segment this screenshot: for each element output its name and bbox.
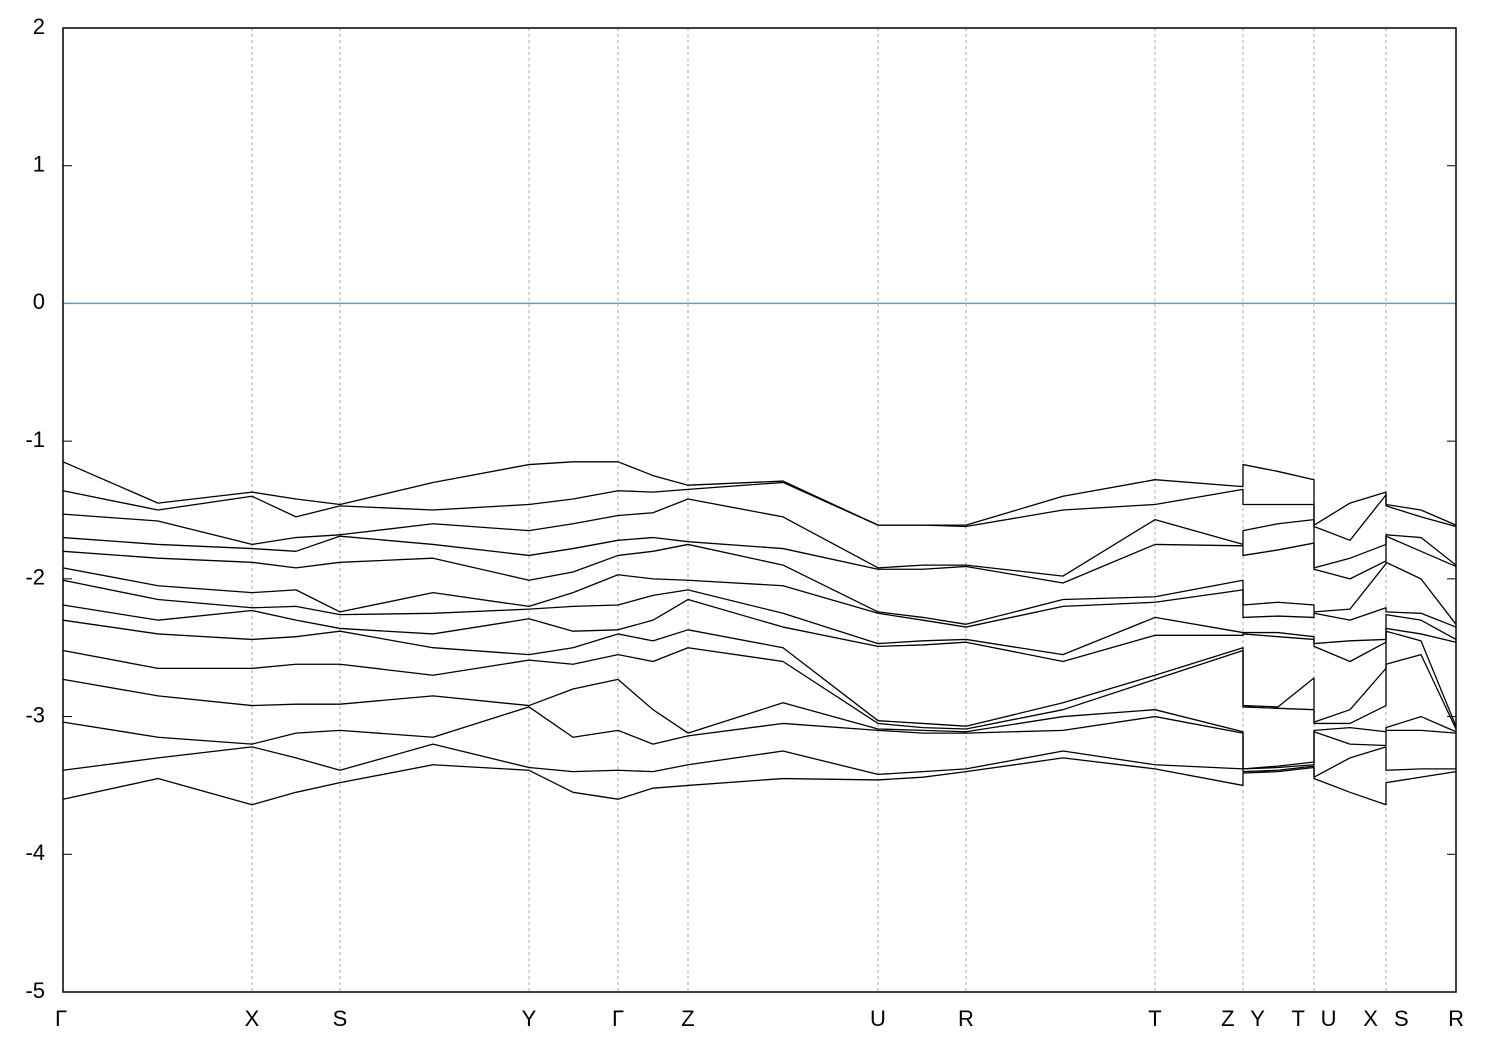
y-tick-label: -2 [25,565,45,590]
band-line [62,535,1457,584]
x-tick-label: T U [1291,1006,1336,1031]
y-tick-label: -4 [25,840,45,865]
x-tick-label: S [333,1006,348,1031]
band-line [62,461,1457,526]
x-tick-label: Γ [612,1006,624,1031]
y-tick-label: -3 [25,702,45,727]
y-tick-label: -5 [25,978,45,1003]
band-line [62,743,1456,778]
band-line [62,567,1457,628]
band-line [62,598,1457,663]
x-tick-label: U [870,1006,886,1031]
band-line [62,498,1457,577]
x-tick-label: Y [522,1006,537,1031]
x-tick-label: Z [681,1006,694,1031]
plot-frame [62,27,1457,993]
x-tick-label: X S [1363,1006,1408,1031]
y-tick-label: -1 [25,427,45,452]
band-line [62,579,1457,656]
y-tick-label: 1 [33,152,45,177]
x-tick-label: X [245,1006,260,1031]
x-tick-label: Z Y [1221,1006,1265,1031]
x-tick-label: R [1448,1006,1464,1031]
x-tick-label: Γ [55,1006,67,1031]
band-line [62,481,1457,541]
band-line [62,543,1457,625]
band-line [62,619,1457,727]
band-line [62,647,1457,730]
x-tick-label: R [958,1006,974,1031]
band-line [62,678,1457,770]
band-line [62,706,1457,770]
x-tick-label: T [1148,1006,1161,1031]
band-line [62,757,1457,806]
y-tick-label: 0 [33,289,45,314]
y-tick-label: 2 [33,14,45,39]
